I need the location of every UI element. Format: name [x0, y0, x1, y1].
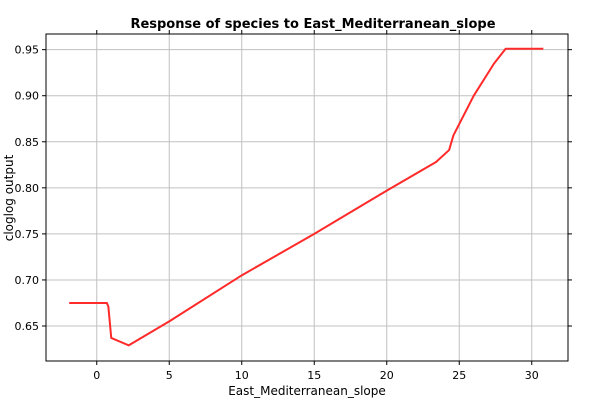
- series-line: [69, 47, 544, 347]
- grid-lines: [46, 34, 568, 361]
- x-tick-label: 10: [235, 369, 249, 382]
- x-tick-label: 0: [93, 369, 100, 382]
- y-tick-label: 0.75: [15, 228, 40, 241]
- y-tick-label: 0.70: [15, 274, 40, 287]
- y-tick-label: 0.85: [15, 136, 40, 149]
- x-tick-label: 25: [452, 369, 466, 382]
- chart-title: Response of species to East_Mediterranea…: [130, 17, 495, 32]
- plot-frame: [45, 33, 569, 362]
- series-layer: [69, 47, 544, 347]
- y-tick-label: 0.95: [15, 44, 40, 57]
- x-tick-label: 30: [525, 369, 539, 382]
- x-tick-label: 5: [166, 369, 173, 382]
- x-axis-label: East_Mediterranean_slope: [228, 384, 386, 398]
- y-tick-label: 0.90: [15, 90, 40, 103]
- x-tick-label: 20: [380, 369, 394, 382]
- x-tick-label: 15: [307, 369, 321, 382]
- y-axis-label: cloglog output: [2, 154, 16, 241]
- y-tick-label: 0.80: [15, 182, 40, 195]
- y-tick-label: 0.65: [15, 320, 40, 333]
- axis-ticks: 0 5 10 15 20 25 30 0.65 0.70 0.75 0.80 0.85 0.90 0.95: [15, 30, 572, 382]
